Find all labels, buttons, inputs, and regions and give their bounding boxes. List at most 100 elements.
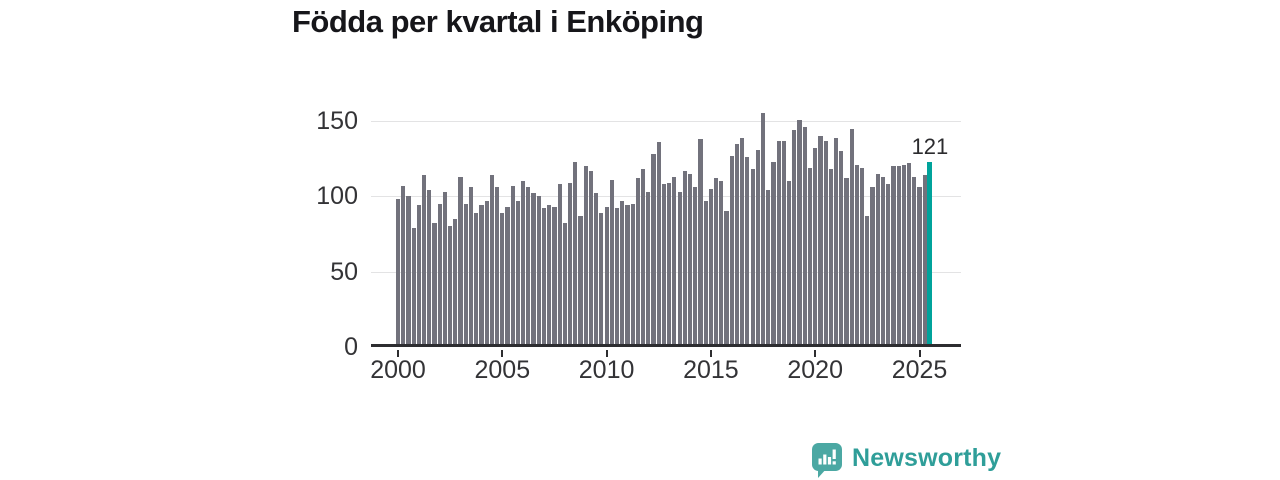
bar	[740, 137, 745, 344]
bar	[494, 187, 500, 344]
bar	[567, 182, 573, 344]
bar	[641, 169, 646, 344]
bar	[437, 203, 442, 344]
bar	[813, 148, 818, 344]
bar	[802, 127, 807, 344]
bar	[406, 196, 411, 344]
bar	[724, 211, 729, 344]
bar	[573, 161, 578, 344]
bar	[771, 161, 776, 344]
bar	[536, 196, 541, 344]
bar	[823, 140, 828, 344]
gridline-y150	[371, 120, 961, 122]
bar	[484, 200, 489, 344]
bar	[453, 218, 458, 344]
bar	[630, 203, 635, 344]
bar	[870, 187, 875, 344]
x-axis-label-2025: 2025	[891, 356, 948, 384]
bar	[442, 191, 448, 344]
bar	[667, 182, 672, 344]
bar	[552, 206, 557, 344]
bar	[787, 181, 792, 344]
bar	[729, 155, 734, 344]
bar	[708, 188, 713, 344]
bar	[547, 205, 552, 344]
bar	[411, 227, 416, 344]
bar	[922, 175, 927, 344]
bar	[860, 167, 865, 344]
newsworthy-logo[interactable]: Newsworthy	[811, 442, 1001, 480]
bar	[833, 137, 839, 344]
x-axis-tick-2020	[814, 350, 817, 357]
bar	[479, 205, 484, 344]
bar	[755, 149, 760, 344]
bar	[734, 143, 740, 344]
bar	[865, 215, 870, 344]
bar	[818, 136, 823, 344]
bar	[505, 206, 510, 344]
x-axis-tick-2000	[397, 350, 399, 357]
bar	[401, 185, 406, 344]
x-axis-tick-2015	[709, 350, 712, 357]
bar	[891, 166, 896, 344]
highlighted-bar	[927, 161, 933, 344]
bar	[625, 205, 630, 344]
bar	[906, 163, 912, 344]
bar	[557, 184, 562, 344]
bar	[687, 173, 693, 344]
highlight-value-label: 121	[911, 133, 949, 159]
x-axis-tick-2025	[918, 350, 921, 357]
plot-area	[371, 100, 961, 347]
x-axis-label-2010: 2010	[578, 356, 635, 384]
bar	[515, 200, 521, 344]
bar	[526, 187, 531, 344]
bar	[797, 119, 802, 344]
bar	[599, 212, 604, 344]
bar	[828, 169, 833, 344]
bar	[604, 206, 609, 344]
bar	[875, 173, 880, 344]
newsworthy-logo-text: Newsworthy	[852, 444, 1002, 472]
bar	[917, 187, 922, 344]
bar	[489, 175, 494, 344]
bar	[427, 190, 432, 344]
bar	[901, 164, 906, 344]
bar	[693, 187, 698, 344]
bar	[719, 181, 724, 344]
y-axis-label-150: 150	[316, 106, 358, 135]
bar	[395, 199, 401, 344]
bar	[474, 212, 479, 344]
x-axis-label-2020: 2020	[787, 356, 843, 384]
newsworthy-chart-bubble-icon	[811, 442, 844, 480]
bar	[886, 184, 891, 344]
bar	[594, 193, 599, 344]
bar	[661, 184, 667, 344]
bar	[776, 140, 781, 344]
bar	[677, 191, 682, 344]
bar	[614, 208, 620, 344]
x-axis-label-2005: 2005	[474, 356, 531, 384]
bar	[760, 113, 766, 344]
bar	[781, 140, 786, 344]
bar	[432, 223, 437, 344]
x-axis-label-2015: 2015	[683, 356, 739, 384]
bar	[421, 175, 427, 344]
y-axis-label-100: 100	[316, 182, 358, 211]
bar	[698, 139, 703, 344]
bar	[714, 178, 719, 344]
bar	[521, 181, 526, 344]
y-axis-label-0: 0	[344, 333, 358, 361]
bar	[896, 166, 901, 344]
bar	[745, 157, 750, 344]
bar	[912, 176, 917, 344]
bar	[839, 151, 844, 344]
x-axis-tick-2005	[501, 350, 504, 357]
bar	[541, 208, 547, 344]
bar	[750, 169, 755, 344]
bar	[844, 178, 849, 344]
bar	[500, 212, 505, 344]
bar	[448, 226, 453, 344]
bar	[458, 176, 463, 344]
bar	[578, 215, 583, 344]
